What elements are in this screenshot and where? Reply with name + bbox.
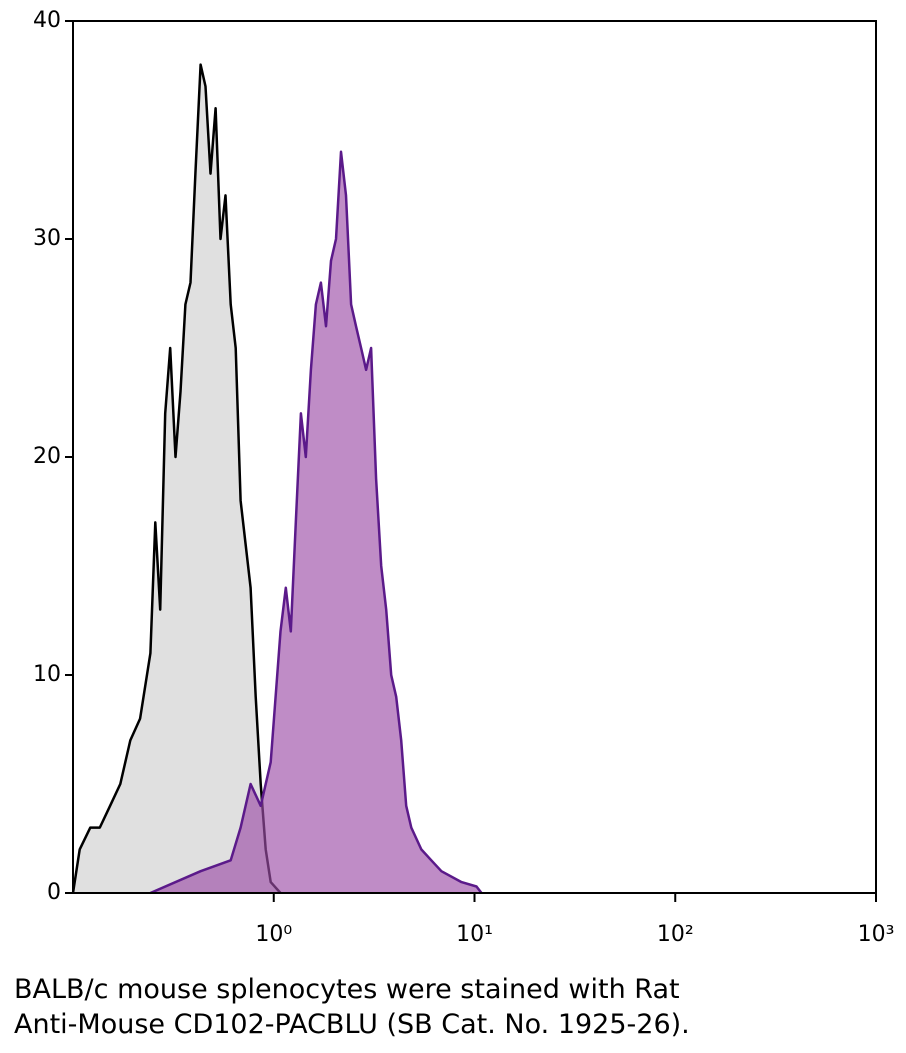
y-tick-label: 10 xyxy=(33,662,61,687)
y-tick-label: 0 xyxy=(47,880,61,905)
caption-line: Anti-Mouse CD102-PACBLU (SB Cat. No. 192… xyxy=(14,1009,690,1040)
x-tick-label: 10² xyxy=(657,922,694,947)
caption-line: BALB/c mouse splenocytes were stained wi… xyxy=(14,974,680,1005)
x-tick-label: 10⁰ xyxy=(255,922,292,947)
histogram-area xyxy=(71,63,282,894)
y-tick-label: 30 xyxy=(33,226,61,251)
y-tick-label: 40 xyxy=(33,8,61,33)
x-tick-label: 10¹ xyxy=(456,922,493,947)
x-tick-label: 10³ xyxy=(858,922,895,947)
y-tick-label: 20 xyxy=(33,444,61,469)
histogram-area xyxy=(149,150,483,895)
